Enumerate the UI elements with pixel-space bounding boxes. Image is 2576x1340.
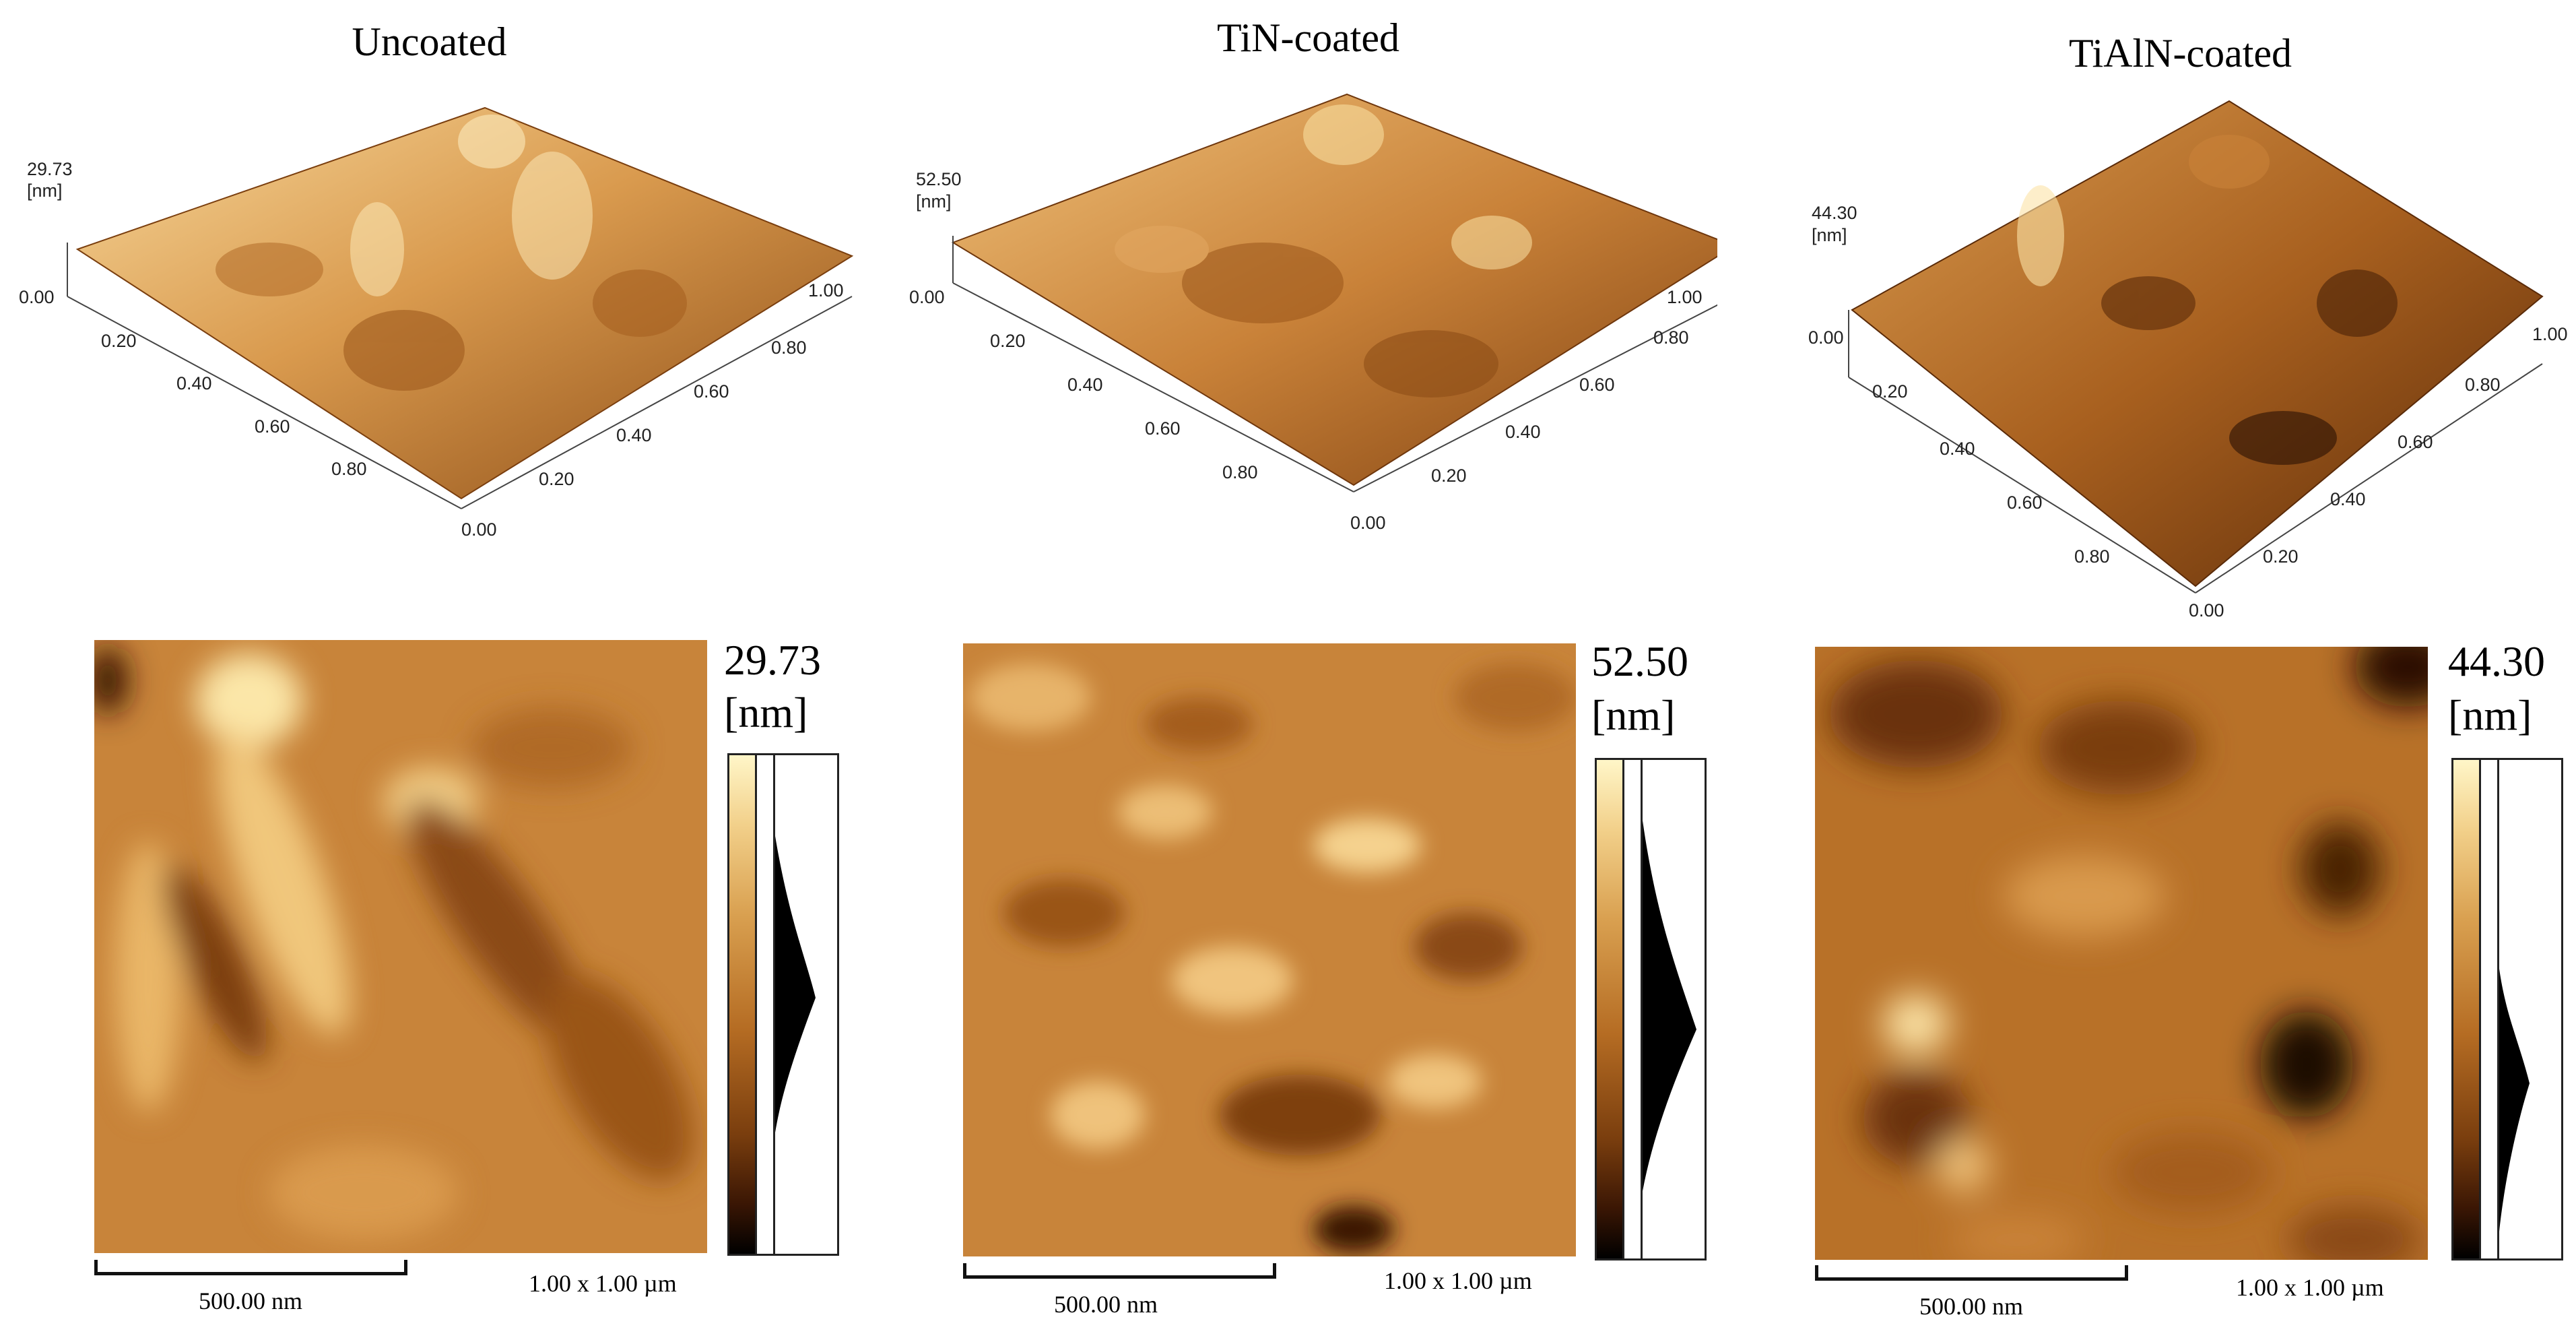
x-tick-zero: 0.00 bbox=[909, 287, 945, 307]
z-unit-label: [nm] bbox=[27, 181, 63, 201]
x-tick: 0.80 bbox=[1222, 462, 1258, 482]
panel-uncoated: Uncoated 29.73 [nm] 0.00 0.20 0.40 0.60 … bbox=[0, 0, 859, 1340]
scale-bar-label: 500.00 nm bbox=[1054, 1291, 1158, 1318]
colorbar bbox=[727, 753, 757, 1256]
y-tick: 0.80 bbox=[2465, 375, 2501, 395]
y-tick: 0.60 bbox=[2398, 432, 2433, 452]
colorbar-unit-label: [nm] bbox=[1591, 691, 1676, 739]
z-max-label: 52.50 bbox=[916, 169, 962, 189]
scan-size-label: 1.00 x 1.00 µm bbox=[1384, 1267, 1532, 1294]
colorbar-unit-label: [nm] bbox=[724, 689, 808, 736]
x-tick-zero: 0.00 bbox=[19, 287, 55, 307]
y-tick: 0.60 bbox=[1579, 375, 1615, 395]
height-histogram bbox=[2497, 758, 2563, 1261]
scale-bar-label: 500.00 nm bbox=[1919, 1293, 2024, 1320]
y-tick-end: 1.00 bbox=[808, 280, 844, 300]
y-tick: 0.20 bbox=[539, 469, 574, 489]
scan-size-label: 1.00 x 1.00 µm bbox=[2236, 1274, 2384, 1301]
y-tick: 0.20 bbox=[2263, 546, 2299, 567]
x-axis bbox=[1848, 377, 2196, 594]
colorbar-unit-label: [nm] bbox=[2448, 691, 2532, 739]
panel-tialn-coated: TiAlN-coated 44.30 [nm] 0.00 0.20 0.40 0… bbox=[1717, 0, 2576, 1340]
scan-size-label: 1.00 x 1.00 µm bbox=[529, 1270, 677, 1297]
y-tick: 0.80 bbox=[1653, 327, 1689, 348]
x-tick: 0.20 bbox=[101, 331, 137, 351]
x-axis bbox=[67, 296, 462, 509]
x-tick-zero: 0.00 bbox=[1808, 327, 1844, 348]
x-tick: 0.40 bbox=[176, 373, 212, 393]
scale-bar bbox=[1815, 1265, 2128, 1281]
x-tick: 0.80 bbox=[331, 459, 367, 479]
x-tick: 0.40 bbox=[1940, 439, 1975, 459]
y-tick: 0.80 bbox=[771, 338, 807, 358]
surface-texture bbox=[216, 115, 687, 391]
panel-tin-coated: TiN-coated 52.50 [nm] 0.00 0.20 0.40 0.6… bbox=[859, 0, 1717, 1340]
colorbar-max-label: 44.30 bbox=[2448, 637, 2545, 685]
height-histogram bbox=[773, 753, 839, 1256]
x-tick: 0.60 bbox=[2007, 492, 2043, 513]
x-axis bbox=[952, 282, 1354, 492]
colorbar-spacer bbox=[2479, 758, 2499, 1261]
x-tick: 0.20 bbox=[1872, 381, 1908, 402]
colorbar-spacer bbox=[755, 753, 775, 1256]
colorbar bbox=[2451, 758, 2481, 1261]
z-unit-label: [nm] bbox=[916, 191, 952, 212]
afm-3d-surface-plot: 52.50 [nm] 0.00 0.20 0.40 0.60 0.80 0.00… bbox=[909, 93, 1717, 533]
colorbar bbox=[1595, 758, 1624, 1261]
y-axis bbox=[2195, 363, 2543, 594]
y-axis bbox=[461, 296, 853, 509]
y-tick: 0.40 bbox=[1505, 422, 1541, 442]
x-tick: 0.20 bbox=[990, 331, 1026, 351]
scale-bar bbox=[963, 1263, 1276, 1279]
y-tick: 0.40 bbox=[2330, 489, 2366, 509]
z-unit-label: [nm] bbox=[1812, 225, 1847, 245]
scale-bar bbox=[94, 1260, 407, 1275]
surface-texture bbox=[1115, 104, 1532, 397]
x-tick: 0.40 bbox=[1067, 375, 1103, 395]
panel-title: TiAlN-coated bbox=[2068, 31, 2292, 75]
x-tick: 0.60 bbox=[1145, 418, 1181, 439]
y-tick: 0.20 bbox=[1431, 466, 1467, 486]
y-tick-zero: 0.00 bbox=[1350, 513, 1386, 533]
afm-3d-surface-plot: 29.73 [nm] 0.00 0.20 0.40 0.60 0.80 0.00… bbox=[19, 106, 854, 540]
y-tick-zero: 0.00 bbox=[2189, 600, 2224, 620]
panel-title: TiN-coated bbox=[1216, 15, 1400, 60]
y-tick-zero: 0.00 bbox=[461, 519, 497, 540]
afm-height-map bbox=[94, 640, 707, 1253]
afm-3d-surface-plot: 44.30 [nm] 0.00 0.20 0.40 0.60 0.80 0.00… bbox=[1808, 100, 2568, 620]
y-tick: 0.40 bbox=[616, 425, 652, 445]
surface-texture bbox=[2017, 135, 2398, 465]
y-axis bbox=[1353, 304, 1717, 492]
x-tick: 0.60 bbox=[255, 416, 290, 437]
panel-title: Uncoated bbox=[352, 20, 507, 64]
z-max-label: 29.73 bbox=[27, 159, 73, 179]
y-tick-end: 0.80 bbox=[2074, 546, 2110, 567]
colorbar-max-label: 52.50 bbox=[1591, 637, 1688, 685]
afm-height-map bbox=[1815, 647, 2428, 1260]
z-max-label: 44.30 bbox=[1812, 203, 1857, 223]
y-tick-end: 1.00 bbox=[2532, 324, 2568, 344]
colorbar-max-label: 29.73 bbox=[724, 636, 821, 684]
scale-bar-label: 500.00 nm bbox=[199, 1287, 303, 1314]
height-histogram bbox=[1641, 758, 1707, 1261]
surface-mesh bbox=[75, 106, 854, 500]
colorbar-spacer bbox=[1622, 758, 1643, 1261]
afm-height-map bbox=[963, 643, 1576, 1256]
y-tick-end: 1.00 bbox=[1667, 287, 1703, 307]
y-tick: 0.60 bbox=[694, 381, 729, 402]
